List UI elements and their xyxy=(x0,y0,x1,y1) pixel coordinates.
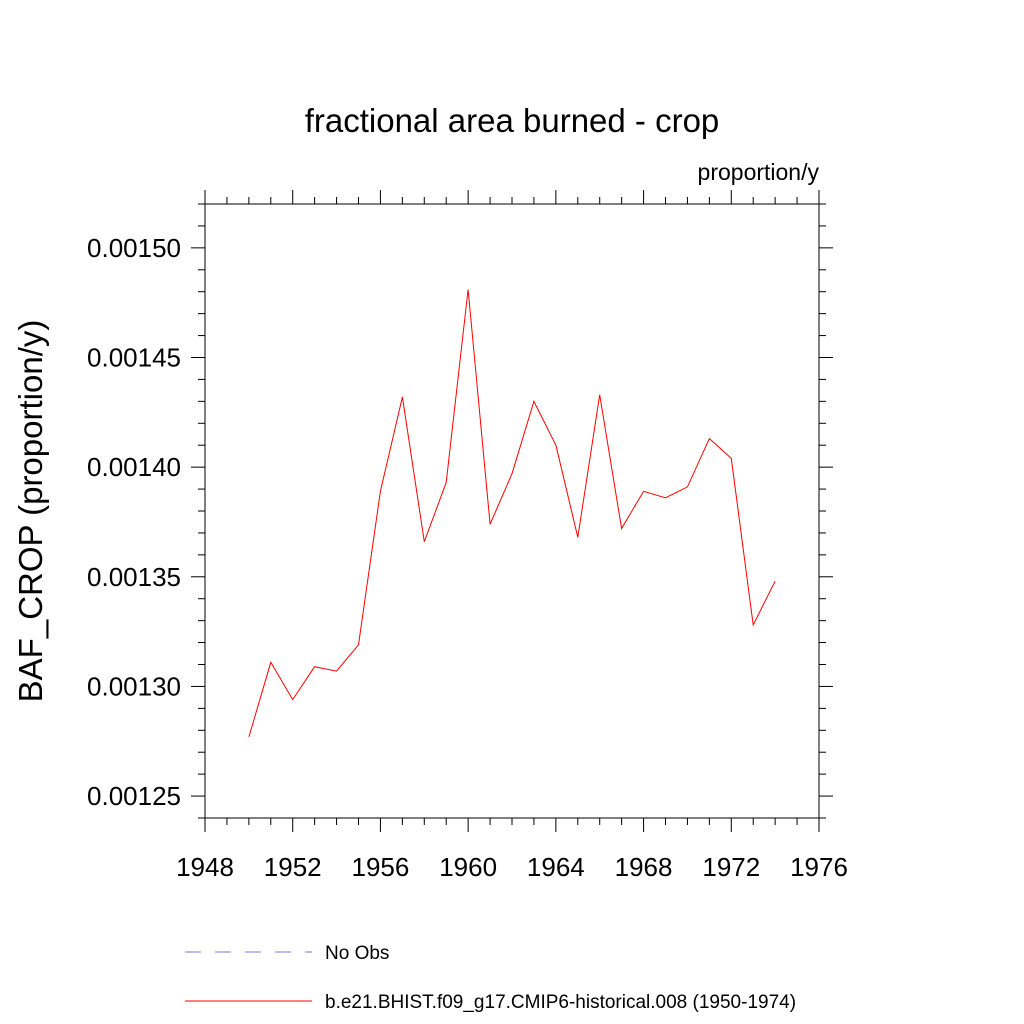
series-line-0 xyxy=(248,289,776,738)
x-tick-label: 1968 xyxy=(615,852,673,882)
x-tick-label: 1960 xyxy=(439,852,497,882)
y-tick-labels: 0.00125 0.00130 0.00135 0.00140 0.00145 0.001… xyxy=(87,233,181,811)
series-lines xyxy=(248,289,776,738)
y-tick-label: 0.00145 xyxy=(87,343,181,373)
y-tick-label: 0.00135 xyxy=(87,562,181,592)
y-axis-label: BAF_CROP (proportion/y) xyxy=(12,320,49,703)
chart-title: fractional area burned - crop xyxy=(305,102,720,139)
units-label: proportion/y xyxy=(698,159,820,185)
plot-frame xyxy=(204,203,820,819)
x-tick-label: 1972 xyxy=(702,852,760,882)
legend: No Obs b.e21.BHIST.f09_g17.CMIP6-histori… xyxy=(185,943,796,1013)
legend-label-no-obs: No Obs xyxy=(325,943,389,964)
y-tick-label: 0.00140 xyxy=(87,452,181,482)
y-tick-label: 0.00150 xyxy=(87,233,181,263)
x-tick-label: 1964 xyxy=(527,852,585,882)
axis-ticks xyxy=(191,190,833,832)
x-tick-label: 1976 xyxy=(790,852,848,882)
y-tick-label: 0.00125 xyxy=(87,781,181,811)
x-tick-label: 1952 xyxy=(264,852,322,882)
y-tick-label: 0.00130 xyxy=(87,671,181,701)
x-tick-label: 1956 xyxy=(352,852,410,882)
x-tick-labels: 1948 1952 1956 1960 1964 1968 1972 1976 xyxy=(176,852,848,882)
x-tick-label: 1948 xyxy=(176,852,234,882)
legend-label-historical: b.e21.BHIST.f09_g17.CMIP6-historical.008… xyxy=(325,992,796,1013)
